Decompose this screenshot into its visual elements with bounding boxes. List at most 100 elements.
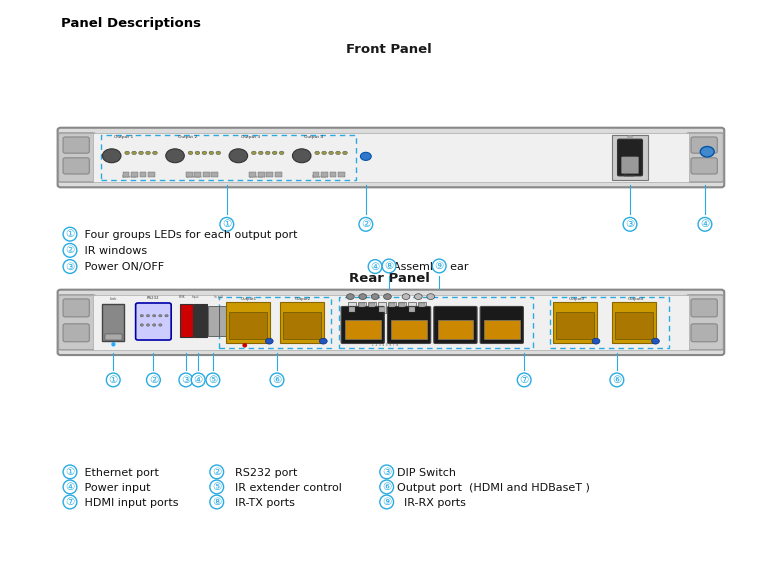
FancyBboxPatch shape (552, 303, 597, 343)
FancyBboxPatch shape (618, 140, 643, 176)
Circle shape (188, 151, 193, 155)
FancyBboxPatch shape (484, 320, 520, 339)
FancyBboxPatch shape (103, 304, 124, 340)
Circle shape (265, 151, 270, 155)
Text: 1  2  3  4  5  6  7  8: 1 2 3 4 5 6 7 8 (372, 343, 398, 347)
Text: Panel Descriptions: Panel Descriptions (61, 18, 201, 30)
Text: ⑤: ⑤ (212, 482, 222, 492)
Text: HDMI input ports: HDMI input ports (81, 498, 178, 508)
FancyBboxPatch shape (358, 302, 366, 313)
Text: ⑨: ⑨ (382, 497, 391, 507)
Circle shape (628, 135, 633, 139)
Text: Assembly ear: Assembly ear (386, 262, 468, 273)
Text: Four groups LEDs for each output port: Four groups LEDs for each output port (81, 230, 297, 240)
Text: ⑥: ⑥ (612, 375, 622, 385)
FancyBboxPatch shape (348, 302, 356, 313)
Text: Output2: Output2 (294, 297, 310, 301)
FancyBboxPatch shape (391, 320, 427, 339)
FancyBboxPatch shape (63, 324, 89, 342)
Circle shape (342, 151, 347, 155)
FancyBboxPatch shape (194, 304, 207, 337)
FancyBboxPatch shape (313, 172, 320, 178)
FancyBboxPatch shape (398, 302, 406, 313)
FancyBboxPatch shape (330, 172, 336, 178)
Circle shape (145, 151, 150, 155)
FancyBboxPatch shape (369, 303, 375, 307)
FancyBboxPatch shape (226, 303, 270, 343)
Text: IR-RX ports: IR-RX ports (398, 498, 466, 508)
Text: Selection: Selection (122, 175, 138, 179)
FancyBboxPatch shape (480, 307, 524, 343)
Circle shape (159, 314, 162, 317)
Text: ①: ① (223, 220, 231, 230)
Text: ⑥: ⑥ (382, 482, 391, 492)
Text: ③: ③ (181, 375, 191, 385)
FancyBboxPatch shape (63, 137, 89, 153)
FancyBboxPatch shape (105, 334, 121, 340)
Text: Link: Link (110, 297, 117, 301)
FancyBboxPatch shape (63, 299, 89, 317)
FancyBboxPatch shape (686, 295, 724, 350)
FancyBboxPatch shape (691, 324, 717, 342)
Text: Power input: Power input (81, 483, 150, 493)
Circle shape (166, 149, 184, 163)
Circle shape (359, 294, 366, 300)
FancyBboxPatch shape (338, 172, 345, 178)
Text: Ethernet port: Ethernet port (81, 468, 159, 478)
Text: Output4: Output4 (628, 297, 644, 301)
Text: In pull: In pull (215, 296, 224, 300)
FancyBboxPatch shape (63, 158, 89, 174)
Circle shape (146, 324, 149, 326)
Circle shape (103, 149, 121, 163)
Text: Output port  (HDMI and HDBaseT ): Output port (HDMI and HDBaseT ) (398, 483, 591, 493)
Circle shape (315, 151, 320, 155)
FancyBboxPatch shape (387, 307, 431, 343)
Text: ⑤: ⑤ (209, 375, 218, 385)
Text: RS232: RS232 (147, 296, 159, 300)
Text: IR extender control: IR extender control (227, 483, 342, 493)
Circle shape (346, 294, 354, 300)
Text: Output 1: Output 1 (114, 135, 134, 138)
Text: Output 4: Output 4 (304, 135, 324, 138)
Circle shape (140, 324, 143, 326)
FancyBboxPatch shape (93, 133, 689, 182)
FancyBboxPatch shape (203, 172, 210, 178)
FancyBboxPatch shape (368, 302, 376, 313)
FancyBboxPatch shape (280, 303, 324, 343)
Circle shape (195, 151, 200, 155)
FancyBboxPatch shape (379, 307, 385, 312)
Circle shape (371, 294, 379, 300)
Text: ①: ① (109, 375, 117, 385)
FancyBboxPatch shape (691, 137, 717, 153)
Text: ●: ● (110, 341, 116, 346)
FancyBboxPatch shape (686, 133, 724, 182)
FancyBboxPatch shape (555, 312, 594, 339)
FancyBboxPatch shape (622, 157, 639, 173)
Text: Input: Input (192, 296, 200, 300)
Text: ②: ② (361, 220, 370, 230)
FancyBboxPatch shape (180, 304, 193, 337)
FancyBboxPatch shape (131, 172, 138, 178)
FancyBboxPatch shape (93, 295, 689, 350)
FancyBboxPatch shape (266, 172, 273, 178)
FancyBboxPatch shape (612, 135, 648, 180)
Circle shape (335, 151, 340, 155)
Text: ⑧: ⑧ (212, 497, 222, 507)
Text: ①: ① (65, 229, 75, 239)
FancyBboxPatch shape (194, 172, 202, 178)
FancyBboxPatch shape (275, 172, 282, 178)
Circle shape (140, 314, 143, 317)
Circle shape (216, 151, 221, 155)
Circle shape (329, 151, 334, 155)
Text: Output3: Output3 (569, 297, 585, 301)
Circle shape (209, 151, 214, 155)
Text: IR-TX ports: IR-TX ports (227, 498, 294, 508)
FancyBboxPatch shape (58, 290, 724, 355)
FancyBboxPatch shape (359, 303, 365, 307)
Circle shape (700, 147, 714, 157)
FancyBboxPatch shape (612, 303, 657, 343)
FancyBboxPatch shape (321, 172, 328, 178)
FancyBboxPatch shape (615, 312, 654, 339)
Text: Selection: Selection (249, 175, 265, 179)
Text: ②: ② (149, 375, 158, 385)
